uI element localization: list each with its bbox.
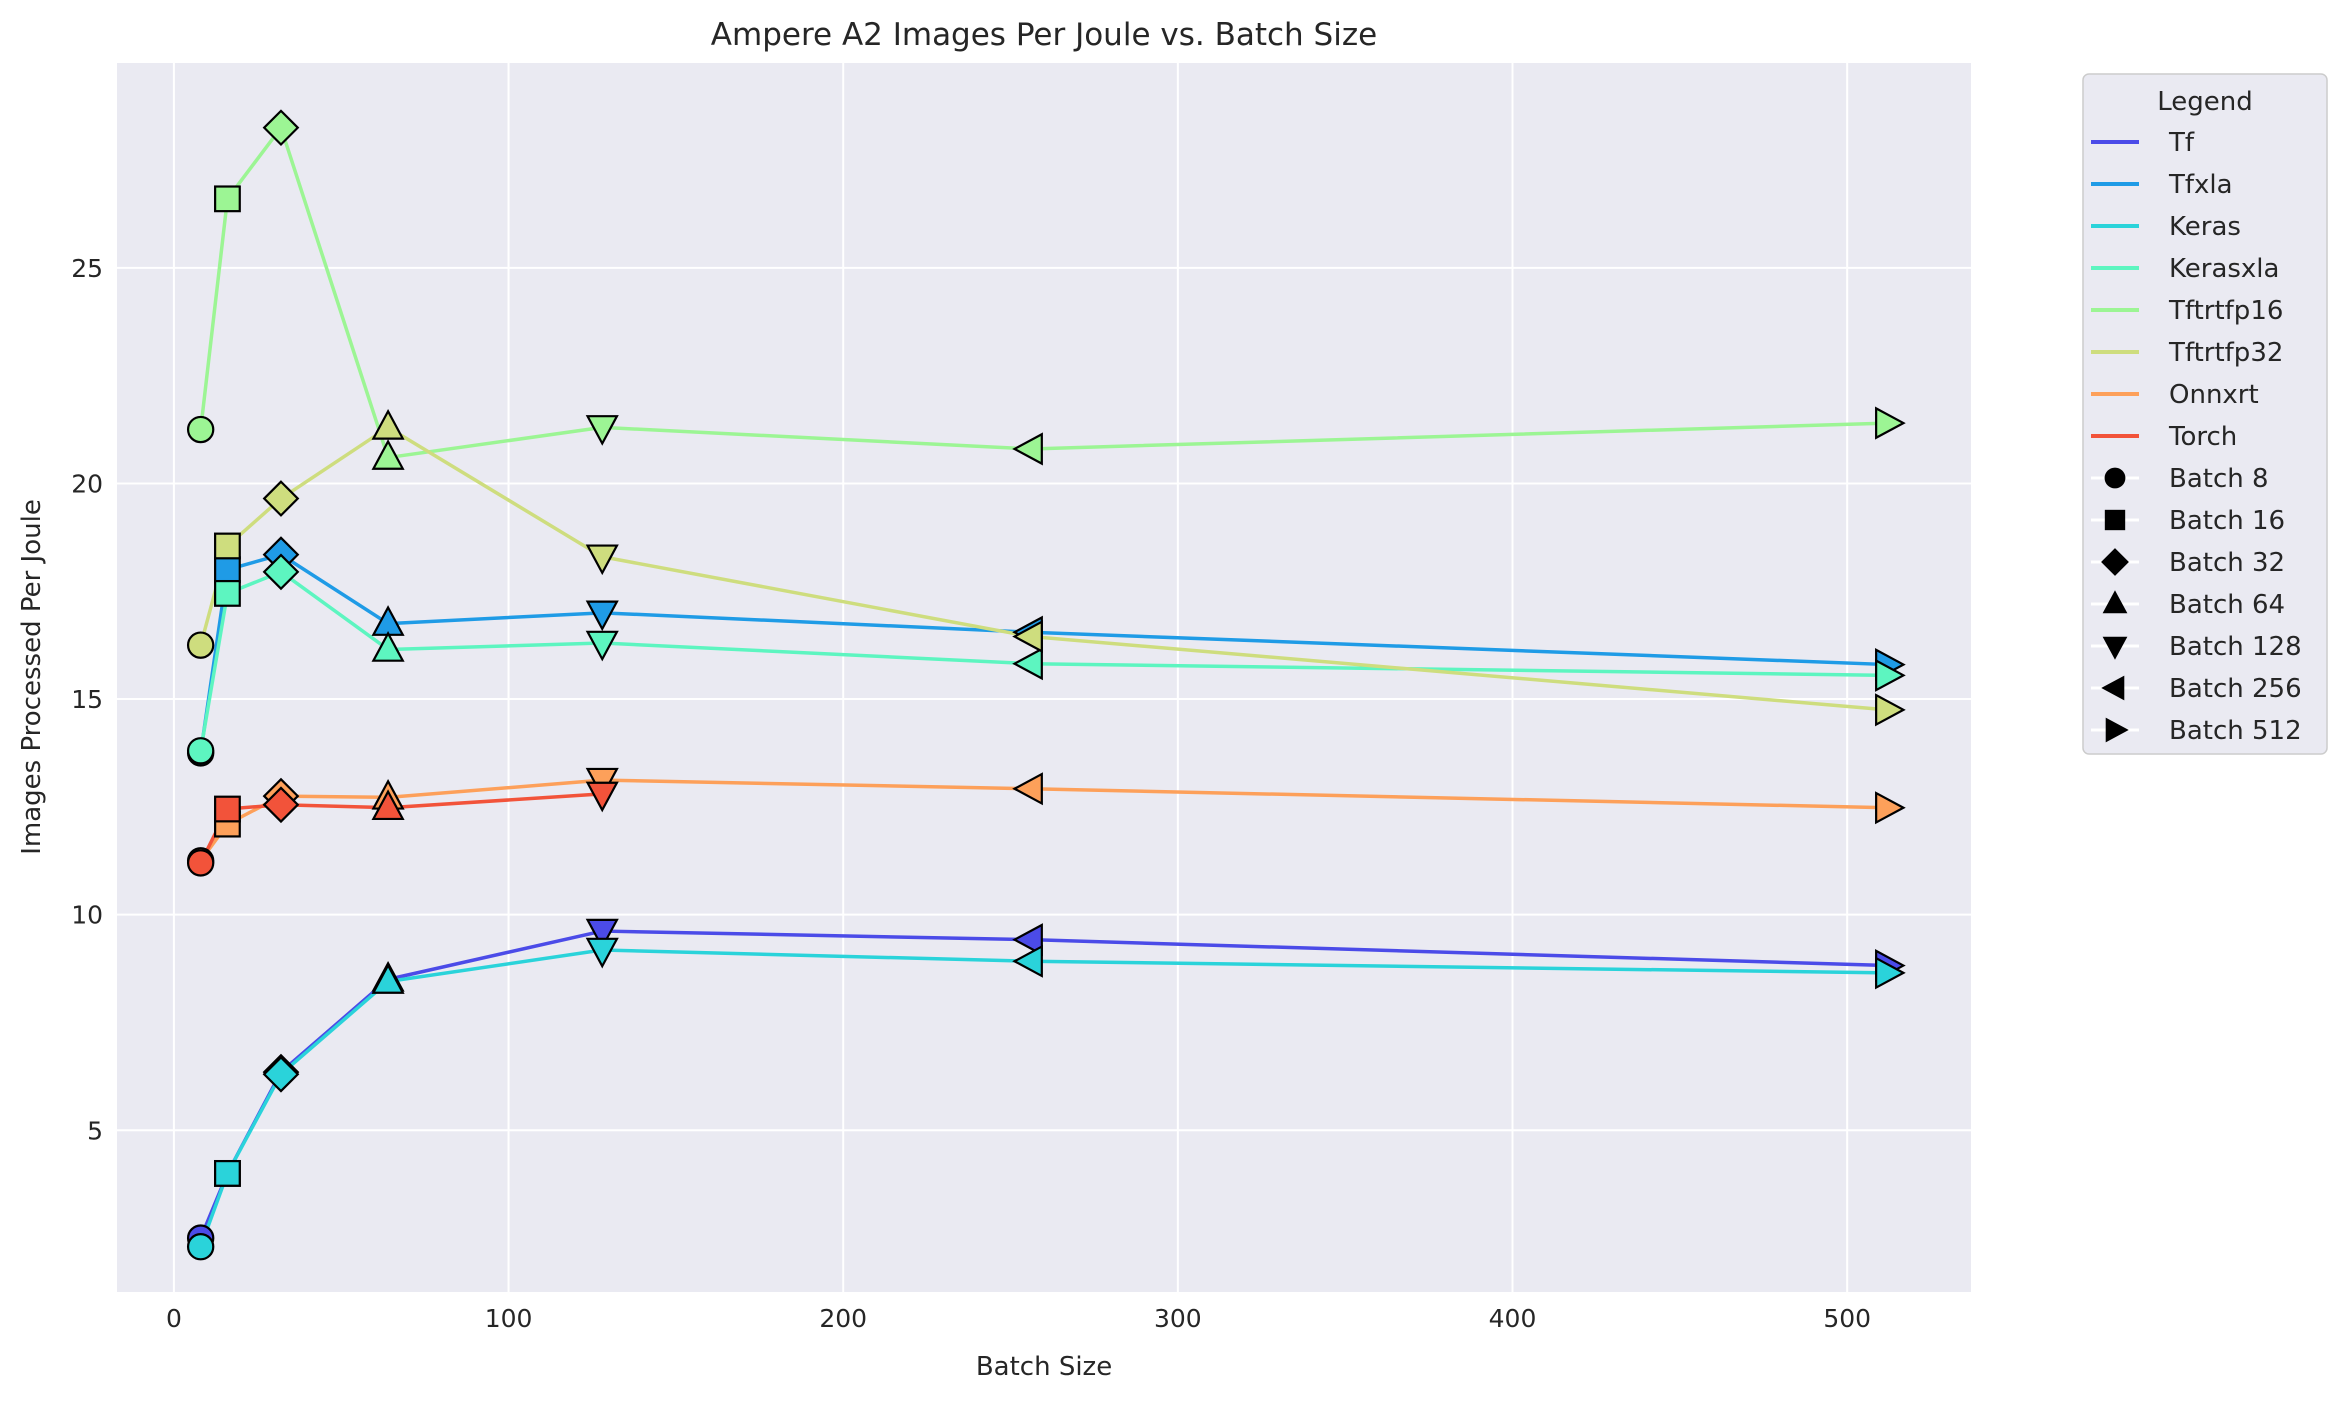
y-tick-label: 20: [71, 469, 103, 498]
data-point-kerasxla: [1012, 647, 1043, 681]
legend: Legend Tf Tfxla Keras Kerasxla Tftrtfp16 Tftr…: [2082, 73, 2328, 755]
data-point-keras: [1012, 944, 1043, 978]
data-point-keras: [585, 937, 619, 969]
data-point-tftrtfp32: [1012, 619, 1043, 654]
y-tick-label: 10: [71, 901, 103, 930]
legend-label: Batch 512: [2169, 716, 2302, 746]
legend-label: Tf: [2168, 128, 2195, 158]
legend-label: Tftrtfp16: [2168, 296, 2283, 326]
tick-labels: 0 100 200 300 400 500 5 10 15 20 25: [71, 254, 1871, 1333]
data-point-onnxrt: [1012, 772, 1043, 806]
legend-box: [2082, 73, 2328, 755]
data-point-tftrtfp16: [371, 439, 405, 470]
data-point-tf: [1012, 923, 1043, 957]
x-tick-label: 200: [819, 1304, 867, 1333]
data-point-tftrtfp32: [1875, 693, 1906, 727]
chart-title: Ampere A2 Images Per Joule vs. Batch Siz…: [711, 17, 1377, 53]
y-tick-label: 15: [71, 685, 103, 714]
legend-label: Batch 32: [2169, 548, 2285, 578]
data-point-tf: [585, 918, 619, 950]
data-point-tftrtfp32: [186, 631, 215, 659]
legend-label: Kerasxla: [2169, 254, 2279, 284]
data-point-tftrtfp16: [262, 109, 300, 147]
data-point-tftrtfp16: [186, 415, 215, 444]
grid-lines: [117, 63, 1971, 1292]
data-point-tfxla: [214, 556, 241, 584]
data-markers: [186, 109, 1906, 1261]
x-tick-label: 300: [1154, 1304, 1202, 1333]
x-tick-label: 500: [1823, 1304, 1871, 1333]
legend-marker: [2102, 636, 2128, 660]
data-point-torch: [262, 786, 300, 824]
legend-marker: [2105, 717, 2129, 743]
data-point-torch: [585, 781, 619, 813]
data-point-kerasxla: [1875, 658, 1906, 692]
legend-label: Batch 256: [2169, 674, 2302, 704]
legend-label: Batch 16: [2169, 506, 2285, 536]
legend-label: Batch 128: [2169, 632, 2302, 662]
y-axis-label: Images Processed Per Joule: [17, 499, 47, 855]
legend-label: Batch 8: [2169, 464, 2269, 494]
plot-area: [117, 63, 1971, 1292]
data-point-keras: [186, 1233, 215, 1261]
data-point-torch: [186, 849, 215, 877]
data-point-tfxla: [585, 600, 619, 632]
legend-marker: [2104, 509, 2126, 531]
legend-title: Legend: [2157, 87, 2253, 117]
data-point-keras: [214, 1159, 241, 1187]
data-point-tftrtfp32: [262, 480, 300, 517]
x-tick-label: 100: [485, 1304, 533, 1333]
data-point-onnxrt: [1875, 791, 1906, 825]
data-point-kerasxla: [262, 553, 300, 591]
legend-label: Tftrtfp32: [2168, 338, 2283, 368]
x-tick-label: 0: [166, 1304, 182, 1333]
data-point-kerasxla: [585, 630, 619, 662]
data-point-tftrtfp32: [371, 408, 405, 440]
x-axis-label: Batch Size: [976, 1352, 1112, 1382]
data-point-torch: [214, 795, 241, 823]
x-tick-label: 400: [1489, 1304, 1537, 1333]
y-tick-label: 5: [87, 1116, 103, 1145]
data-point-tftrtfp32: [585, 544, 619, 576]
legend-marker: [2101, 675, 2125, 701]
legend-label: Onnxrt: [2169, 380, 2259, 410]
legend-label: Keras: [2169, 212, 2241, 242]
data-point-tftrtfp32: [214, 532, 241, 560]
legend-marker: [2101, 548, 2129, 576]
legend-items: Tf Tfxla Keras Kerasxla Tftrtfp16 Tftrtfp32 On…: [2091, 128, 2302, 746]
data-point-kerasxla: [371, 631, 405, 662]
legend-label: Torch: [2168, 422, 2237, 452]
data-point-tftrtfp16: [585, 415, 619, 446]
data-point-tftrtfp16: [214, 185, 241, 213]
data-point-torch: [371, 789, 405, 821]
data-point-tftrtfp16: [1875, 406, 1906, 440]
legend-marker: [2104, 467, 2126, 489]
data-point-keras: [1875, 956, 1906, 990]
data-point-tftrtfp16: [1012, 432, 1043, 466]
legend-marker: [2102, 590, 2128, 614]
legend-label: Tfxla: [2168, 170, 2233, 200]
data-point-kerasxla: [214, 579, 241, 607]
legend-label: Batch 64: [2169, 590, 2285, 620]
data-point-keras: [262, 1055, 300, 1093]
data-point-kerasxla: [186, 737, 215, 765]
data-point-keras: [371, 963, 405, 994]
y-tick-label: 25: [71, 254, 103, 283]
